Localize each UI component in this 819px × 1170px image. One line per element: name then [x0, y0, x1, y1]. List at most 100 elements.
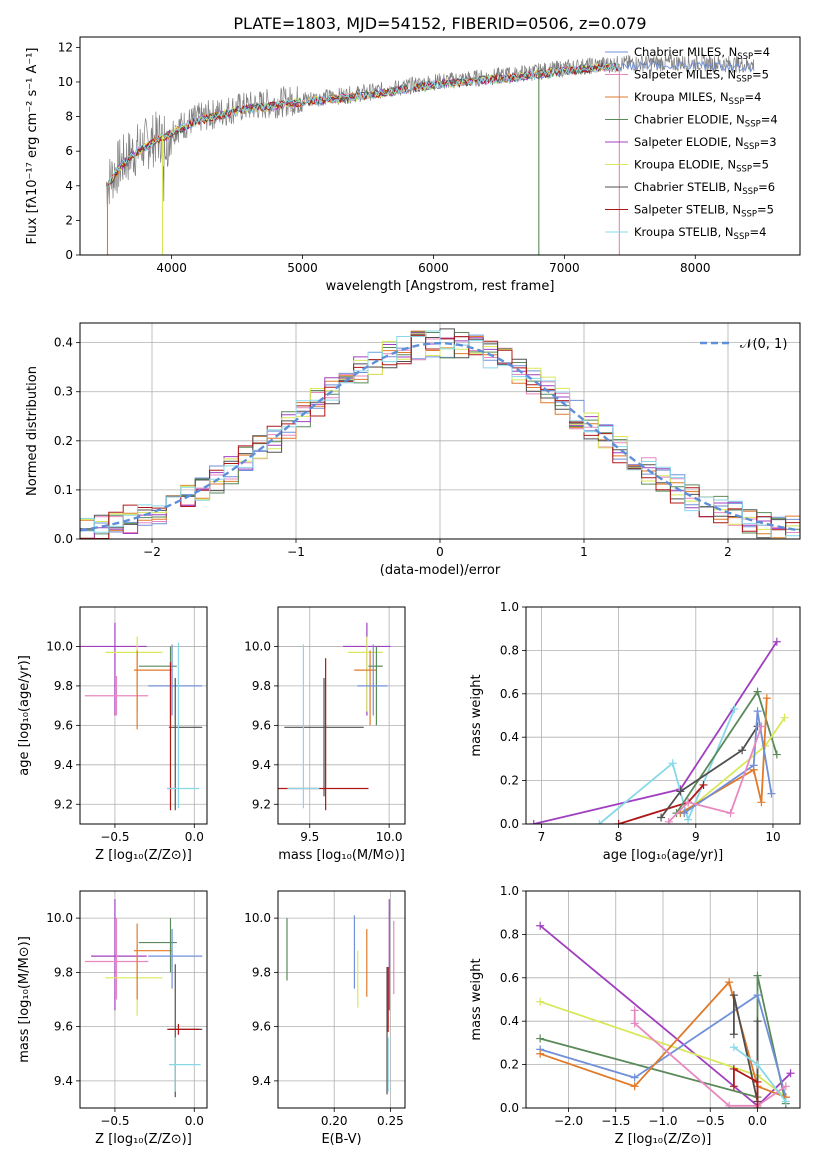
legend-subscript: SSP — [737, 52, 753, 62]
weight-marker-chabrier_elodie — [753, 687, 762, 696]
legend-label: Chabrier MILES, NSSP=4 — [634, 45, 770, 62]
weight-line-salpeter_elodie — [533, 641, 778, 824]
x-axis-label: Z [log₁₀(Z/Z⊙)] — [95, 848, 192, 863]
y-tick-label: 9.8 — [54, 965, 73, 979]
weight-marker-kroupa_miles — [757, 798, 766, 807]
y-tick-label: 9.8 — [252, 965, 271, 979]
observed-spectrum — [105, 53, 755, 206]
weight-marker-salpeter_stelib — [729, 1082, 738, 1091]
legend-subscript: SSP — [736, 75, 752, 85]
y-tick-label: 10.0 — [244, 639, 271, 653]
y-tick-label: 9.4 — [54, 758, 73, 772]
legend-label: Kroupa MILES, NSSP=4 — [634, 90, 761, 107]
x-tick-label: 0.20 — [321, 1114, 348, 1128]
panel-mass_vs_Z: −0.5 0.0 9.4 9.6 9.8 10.0 Z [log₁₀(Z/Z⊙)] mass … — [17, 890, 208, 1147]
panel-residuals: −2 −1 0 1 2 0.0 0.1 0.2 0.3 0.4 (data-model)/error… — [25, 322, 801, 578]
plot-layer: 4000 5000 6000 7000 8000024681012wavelength … — [17, 36, 801, 1147]
weight-marker-salpeter_elodie — [772, 637, 781, 646]
weight-marker-salpeter_stelib — [699, 780, 708, 789]
gauss-legend-label: 𝒩(0, 1) — [740, 337, 787, 352]
x-tick-label: 8000 — [680, 261, 711, 275]
y-axis-label: mass weight — [469, 958, 484, 1040]
x-tick-label: 0.0 — [748, 1114, 767, 1128]
legend-text: =5 — [752, 158, 769, 172]
y-tick-label: 10.0 — [244, 911, 271, 925]
y-axis-label: Flux [fλ10⁻¹⁷ erg cm⁻² s⁻¹ A⁻¹] — [25, 48, 40, 245]
histogram-kroupa_elodie — [80, 333, 800, 539]
weight-line-kroupa_stelib — [598, 708, 736, 824]
legend-subscript: SSP — [734, 232, 750, 242]
legend-subscript: SSP — [736, 165, 752, 175]
x-tick-label: −2 — [143, 545, 161, 559]
plot-area — [105, 53, 755, 255]
weight-marker-chabrier_miles — [680, 809, 689, 818]
legend-text: =4 — [753, 45, 770, 59]
y-tick-label: 0.2 — [54, 434, 73, 448]
weight-line-chabrier_miles — [539, 993, 787, 1098]
panel-weight_vs_age: 7 8 9 10 0.0 0.2 0.4 0.6 0.8 1.0 age [log₁₀(age/yr… — [469, 600, 801, 863]
x-axis-label: (data-model)/error — [380, 563, 501, 578]
legend-label: Kroupa STELIB, NSSP=4 — [634, 225, 766, 242]
x-tick-label: 2 — [724, 545, 732, 559]
weight-marker-kroupa_miles — [725, 978, 734, 987]
axes-frame — [79, 606, 208, 825]
legend-label: Kroupa ELODIE, NSSP=5 — [634, 158, 769, 175]
weight-marker-salpeter_stelib — [753, 1104, 762, 1108]
y-tick-label: 9.4 — [252, 1074, 271, 1088]
weight-marker-chabrier_stelib — [729, 991, 738, 1000]
x-tick-label: 0.25 — [377, 1114, 404, 1128]
weight-marker-salpeter_stelib — [729, 1064, 738, 1073]
weight-marker-chabrier_miles — [767, 789, 776, 798]
plot-area — [536, 921, 795, 1108]
figure-title: PLATE=1803, MJD=54152, FIBERID=0506, z=0… — [233, 14, 646, 33]
y-tick-label: 9.4 — [54, 1074, 73, 1088]
weight-line-chabrier_stelib — [660, 725, 759, 819]
legend-text: Kroupa MILES, N — [634, 90, 729, 104]
y-tick-label: 9.8 — [252, 679, 271, 693]
histogram-kroupa_stelib — [80, 330, 800, 539]
legend-text: =3 — [760, 135, 777, 149]
legend-label: Chabrier ELODIE, NSSP=4 — [634, 113, 778, 130]
y-tick-label: 0.0 — [500, 1101, 519, 1115]
x-tick-label: 7 — [538, 830, 546, 844]
x-axis-label: age [log₁₀(age/yr)] — [603, 848, 724, 863]
y-tick-label: 0.6 — [500, 687, 519, 701]
weight-marker-chabrier_stelib — [729, 1030, 738, 1039]
legend-subscript: SSP — [745, 120, 761, 130]
x-tick-label: 10 — [765, 830, 780, 844]
x-tick-label: −2.0 — [554, 1114, 583, 1128]
x-axis-label: Z [log₁₀(Z/Z⊙)] — [95, 1132, 192, 1147]
y-tick-label: 0.0 — [54, 532, 73, 546]
y-tick-label: 0.8 — [500, 643, 519, 657]
legend-text: =5 — [757, 203, 774, 217]
legend-text: Chabrier STELIB, N — [634, 180, 742, 194]
weight-marker-kroupa_elodie — [780, 713, 789, 722]
axes-frame — [525, 890, 801, 1109]
weight-marker-salpeter_miles — [630, 1019, 639, 1028]
legend-text: Kroupa ELODIE, N — [634, 158, 736, 172]
panel-mass_vs_EBV: 0.20 0.25 9.4 9.6 9.8 10.0 E(B-V) — [244, 890, 406, 1147]
weight-marker-chabrier_miles — [753, 991, 762, 1000]
y-tick-label: 6 — [65, 144, 73, 158]
weight-marker-kroupa_stelib — [781, 1097, 790, 1106]
model-spectrum-kroupa_miles — [107, 63, 620, 189]
x-tick-label: 0.0 — [185, 1114, 204, 1128]
y-tick-label: 0.6 — [500, 971, 519, 985]
x-tick-label: 0 — [436, 545, 444, 559]
weight-line-salpeter_stelib — [733, 1067, 759, 1108]
x-tick-label: 1 — [580, 545, 588, 559]
x-tick-label: 9.5 — [300, 830, 319, 844]
weight-marker-salpeter_miles — [726, 809, 735, 818]
y-tick-label: 0.2 — [500, 1058, 519, 1072]
y-tick-label: 0 — [65, 248, 73, 262]
x-axis-label: mass [log₁₀(M/M⊙)] — [278, 848, 405, 863]
legend-text: Salpeter ELODIE, N — [634, 135, 744, 149]
panel-spectrum: 4000 5000 6000 7000 8000 0 2 4 6 8 10 12 wavelength … — [25, 36, 801, 294]
weight-marker-salpeter_elodie — [536, 921, 545, 930]
legend-text: =4 — [761, 113, 778, 127]
y-tick-label: 10.0 — [46, 911, 73, 925]
weight-marker-salpeter_elodie — [786, 1069, 795, 1078]
weight-marker-salpeter_miles — [684, 798, 693, 807]
